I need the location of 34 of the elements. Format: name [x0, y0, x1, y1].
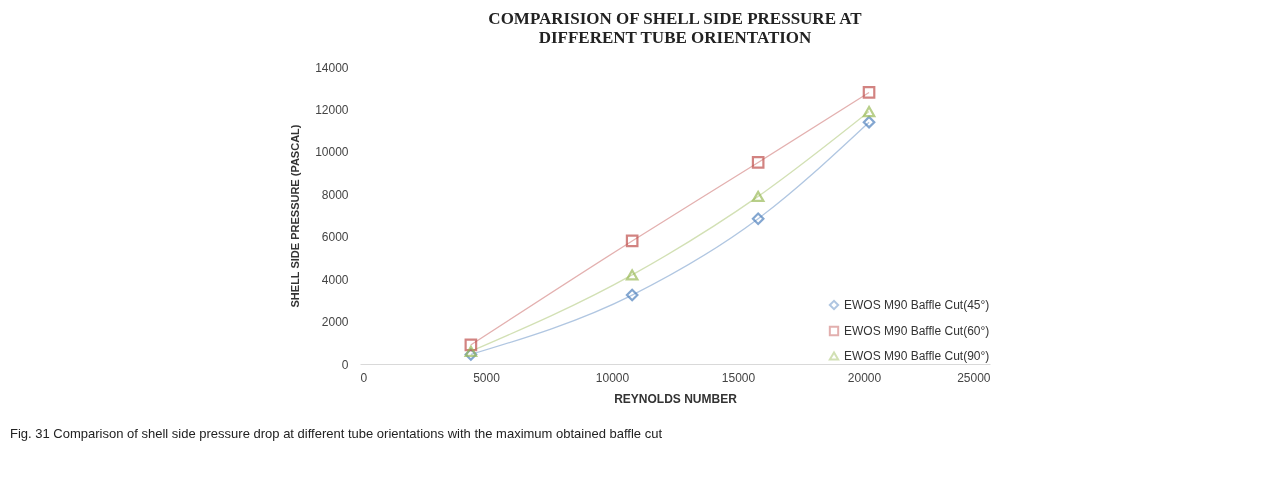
point — [625, 234, 639, 248]
point — [464, 345, 478, 357]
y-axis-title: SHELL SIDE PRESSURE (PASCAL) — [289, 124, 302, 308]
x-tick-label: 15000 — [721, 370, 756, 385]
legend-label: EWOS M90 Baffle Cut(45°) — [844, 298, 990, 312]
legend-label: EWOS M90 Baffle Cut(60°) — [844, 324, 990, 338]
x-tick-label: 10000 — [595, 370, 630, 385]
y-tick-label: 6000 — [321, 230, 349, 245]
y-tick-label: 4000 — [321, 272, 349, 287]
y-tick-label: 14000 — [315, 60, 349, 75]
point — [751, 156, 765, 169]
point — [464, 348, 478, 361]
x-axis-title: REYNOLDS NUMBER — [614, 391, 738, 406]
text: DIFFERENT TUBE ORIENTATION — [538, 28, 812, 47]
caption: Fig. 31 Comparison of shell side pressure drop at different tube orientations with the maximum obtained baffle cut — [10, 426, 663, 441]
x-tick-label: 20000 — [847, 370, 882, 385]
y-tick-label: 2000 — [321, 315, 349, 330]
x-tick-label: 25000 — [957, 370, 991, 385]
point — [625, 288, 639, 302]
point — [751, 190, 765, 203]
point — [862, 115, 876, 129]
point — [862, 86, 876, 99]
point — [464, 338, 478, 352]
x-tick-label: 5000 — [473, 370, 501, 385]
y-tick-label: 8000 — [321, 187, 349, 202]
y-tick-label: 0 — [341, 357, 349, 372]
legend-label: EWOS M90 Baffle Cut(90°) — [844, 349, 990, 363]
point — [862, 105, 876, 118]
x-tick-label: 0 — [360, 370, 368, 385]
text: COMPARISION OF SHELL SIDE PRESSURE AT — [488, 9, 862, 28]
point — [625, 269, 639, 281]
y-tick-label: 10000 — [315, 145, 349, 160]
y-tick-label: 12000 — [315, 102, 349, 117]
point — [751, 212, 765, 226]
